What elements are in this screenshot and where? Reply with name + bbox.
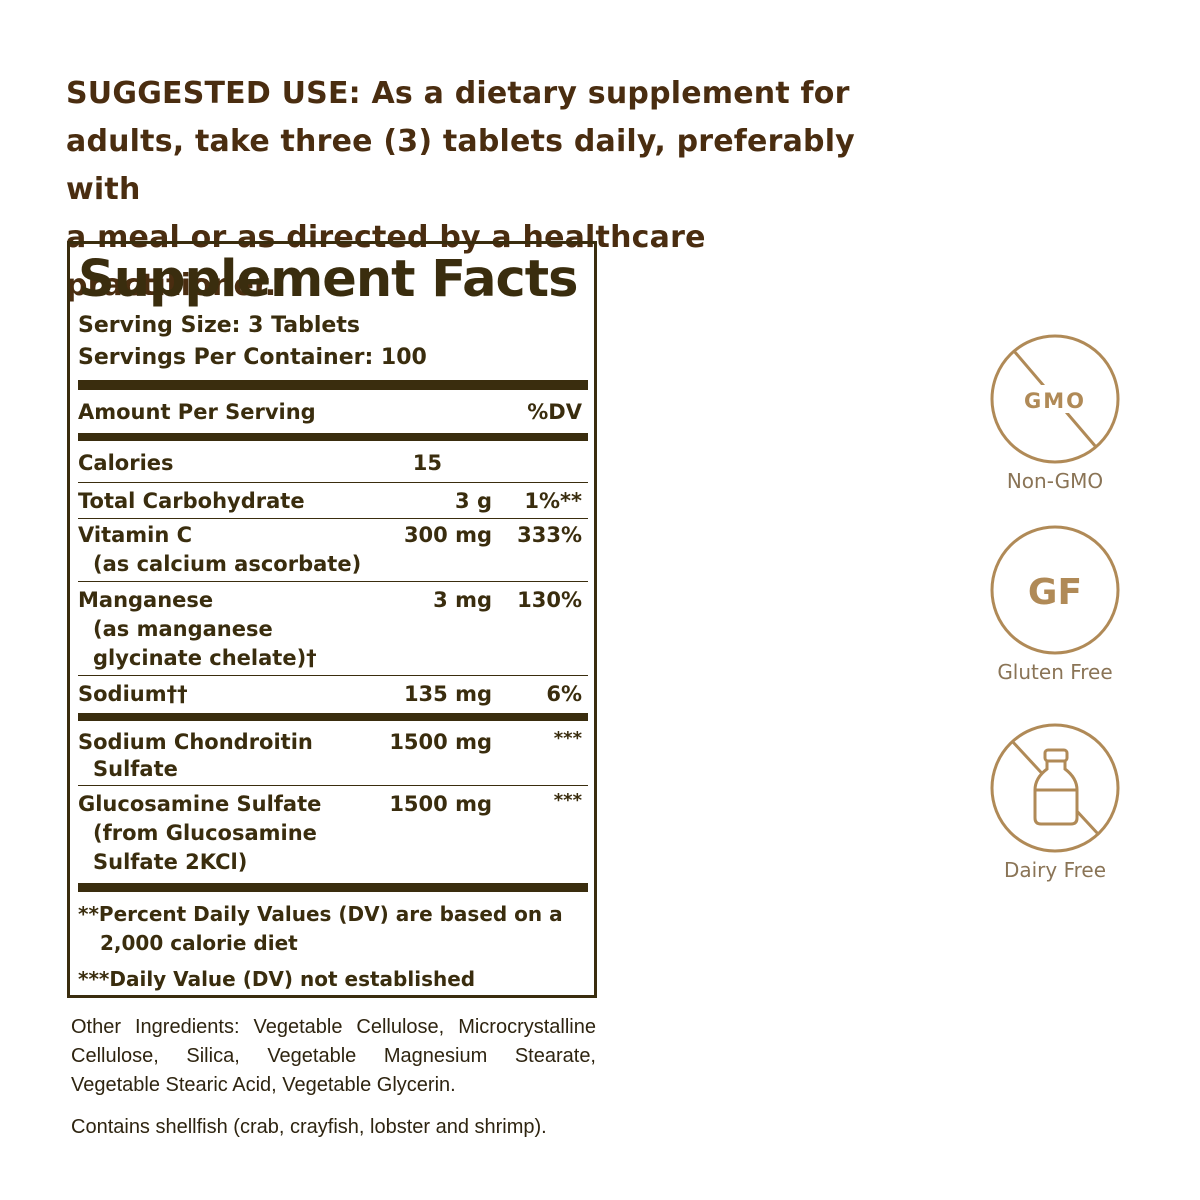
- suggested-use-line: a meal or as directed by a healthcare pr…: [66, 220, 706, 303]
- footnote-dv-basis: **Percent Daily Values (DV) are based on…: [78, 902, 563, 926]
- nutrient-source: glycinate chelate)†: [93, 646, 317, 670]
- nutrient-row-manganese: Manganese (as manganese glycinate chelat…: [78, 582, 588, 675]
- nutrient-amount: 135 mg: [403, 682, 492, 706]
- amount-header: Amount Per Serving: [78, 400, 316, 424]
- ingredient-name: Glucosamine Sulfate: [78, 792, 322, 816]
- supplement-facts-panel: Supplement Facts Serving Size: 3 Tablets…: [67, 241, 597, 998]
- ingredient-name: Sodium Chondroitin: [78, 730, 313, 754]
- ingredient-dv: ***: [553, 728, 582, 749]
- servings-per-container: Servings Per Container: 100: [78, 345, 427, 370]
- badge-label: Gluten Free: [997, 660, 1113, 684]
- suggested-use: SUGGESTED USE: As a dietary supplement f…: [66, 70, 866, 310]
- non-gmo-icon: GMO: [990, 334, 1120, 464]
- nutrient-dv: 130%: [517, 588, 582, 612]
- ingredient-row-glucosamine: Glucosamine Sulfate (from Glucosamine Su…: [78, 786, 588, 879]
- ingredient-dv: ***: [553, 790, 582, 811]
- ingredient-amount: 1500 mg: [389, 730, 492, 754]
- gluten-free-icon: GF: [990, 525, 1120, 655]
- nutrient-name: Sodium††: [78, 682, 188, 706]
- thick-divider: [78, 380, 588, 390]
- footnotes: **Percent Daily Values (DV) are based on…: [78, 892, 588, 994]
- dairy-free-icon: [990, 723, 1120, 853]
- thick-divider: [78, 883, 588, 892]
- badge-dairy-free: Dairy Free: [985, 722, 1125, 882]
- row-divider: [78, 518, 588, 519]
- dv-header: %DV: [527, 400, 582, 424]
- allergen-statement: Contains shellfish (crab, crayfish, lobs…: [71, 1116, 547, 1138]
- badge-label: Dairy Free: [1003, 858, 1107, 882]
- nutrient-amount: 3 mg: [433, 588, 492, 612]
- badge-label: Non-GMO: [1006, 469, 1104, 493]
- nutrient-row-sodium: Sodium†† 135 mg 6%: [78, 676, 588, 713]
- suggested-use-line: adults, take three (3) tablets daily, pr…: [66, 124, 855, 207]
- nutrient-amount: 3 g: [455, 489, 492, 513]
- nutrient-dv: 333%: [517, 523, 582, 547]
- thick-divider: [78, 713, 588, 721]
- gf-symbol-text: GF: [1028, 572, 1082, 613]
- nutrient-row-carbohydrate: Total Carbohydrate 3 g 1%**: [78, 483, 588, 518]
- nutrient-name: Manganese: [78, 588, 214, 612]
- nutrient-source: (as calcium ascorbate): [93, 552, 362, 576]
- milk-bottle-icon: [1033, 748, 1079, 826]
- row-divider: [78, 482, 588, 483]
- ingredient-source: (from Glucosamine: [93, 821, 317, 845]
- row-divider: [78, 675, 588, 676]
- facts-title: Supplement Facts: [78, 250, 579, 309]
- ingredient-amount: 1500 mg: [389, 792, 492, 816]
- ingredient-row-chondroitin: Sodium Chondroitin Sulfate 1500 mg ***: [78, 721, 588, 785]
- amount-header-row: Amount Per Serving %DV: [78, 390, 588, 431]
- other-ingredients: Other Ingredients: Vegetable Cellulose, …: [71, 1016, 596, 1096]
- nutrient-source: (as manganese: [93, 617, 273, 641]
- nutrient-dv: 6%: [546, 682, 582, 706]
- thick-divider: [78, 433, 588, 441]
- row-divider: [78, 785, 588, 786]
- badge-non-gmo: GMO Non-GMO: [985, 333, 1125, 493]
- serving-size: Serving Size: 3 Tablets: [78, 313, 360, 338]
- badge-gluten-free: GF Gluten Free: [985, 524, 1125, 684]
- nutrient-name: Total Carbohydrate: [78, 489, 305, 513]
- nutrient-row-vitamin-c: Vitamin C (as calcium ascorbate) 300 mg …: [78, 519, 588, 581]
- row-divider: [78, 581, 588, 582]
- ingredient-source: Sulfate 2KCl): [93, 850, 248, 874]
- footnote-dv-basis-cont: 2,000 calorie diet: [100, 931, 298, 955]
- footnote-dv-not-established: ***Daily Value (DV) not established: [78, 967, 476, 991]
- gmo-symbol-text: GMO: [1024, 389, 1086, 413]
- nutrient-amount: 300 mg: [403, 523, 492, 547]
- suggested-use-line: SUGGESTED USE: As a dietary supplement f…: [66, 76, 850, 111]
- nutrient-row-calories: Calories 15: [78, 441, 588, 482]
- nutrient-amount: 15: [412, 451, 442, 475]
- ingredient-source: Sulfate: [93, 757, 178, 781]
- nutrient-name: Calories: [78, 451, 174, 475]
- nutrient-dv: 1%**: [524, 489, 582, 513]
- nutrient-name: Vitamin C: [78, 523, 193, 547]
